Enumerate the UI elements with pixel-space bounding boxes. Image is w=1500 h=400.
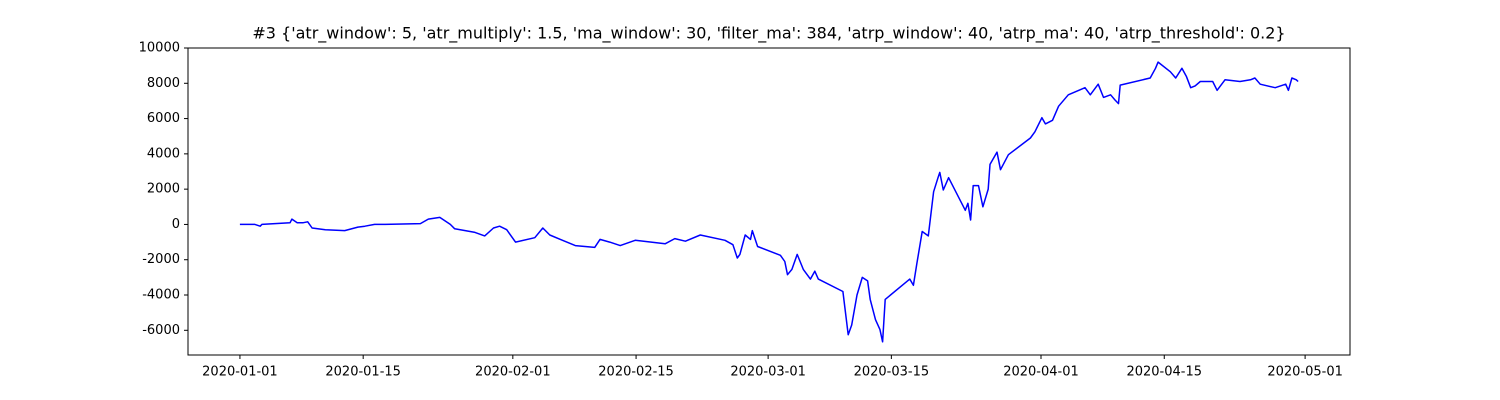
line-series [239,61,1299,343]
x-tick-label: 2020-01-01 [202,365,278,380]
y-tick-label: -6000 [142,323,180,338]
x-tick-label: 2020-02-15 [598,365,674,380]
x-tick-label: 2020-04-01 [1003,365,1079,380]
y-tick-label: -2000 [142,252,180,267]
x-tick-label: 2020-01-15 [325,365,401,380]
chart-title: #3 {'atr_window': 5, 'atr_multiply': 1.5… [252,24,1285,44]
x-tick-label: 2020-03-01 [730,365,806,380]
y-tick-label: 8000 [147,76,180,91]
x-tick-label: 2020-03-15 [854,365,930,380]
x-tick-label: 2020-05-01 [1267,365,1343,380]
x-tick-label: 2020-04-15 [1126,365,1202,380]
y-tick-label: 0 [172,217,180,232]
y-tick-label: 10000 [139,41,180,56]
y-tick-label: -4000 [142,288,180,303]
x-tick-label: 2020-02-01 [475,365,551,380]
y-tick-label: 6000 [147,111,180,126]
plot-frame [187,47,1351,356]
y-tick-label: 2000 [147,182,180,197]
y-tick-label: 4000 [147,146,180,161]
